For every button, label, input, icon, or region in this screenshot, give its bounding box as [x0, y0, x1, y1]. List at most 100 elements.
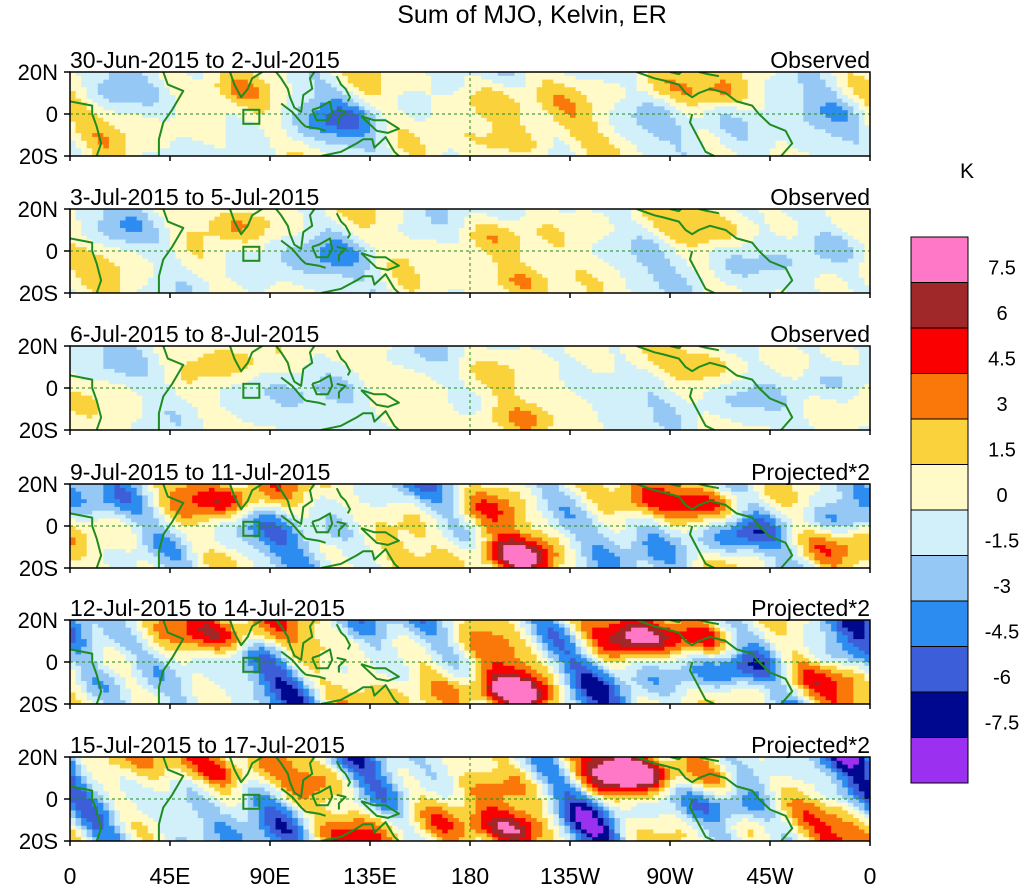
coastline [274, 757, 316, 798]
lat-tick-label: 0 [46, 376, 58, 401]
coastline [336, 793, 347, 810]
reference-box [242, 382, 261, 399]
lon-tick-label: 135E [343, 863, 397, 889]
coastline [196, 484, 265, 511]
coastline [320, 548, 400, 568]
coastlines [70, 484, 794, 568]
panel-field-viewport [70, 757, 870, 841]
colorbar-label: 6 [996, 303, 1007, 325]
lat-tick-label: 0 [46, 239, 58, 264]
coastline [636, 757, 794, 841]
coastline [280, 514, 307, 540]
colorbar-swatch [910, 464, 969, 511]
panel-status: Projected*2 [751, 459, 870, 485]
panel-status: Observed [770, 184, 870, 210]
reference-box [242, 108, 261, 125]
coastline [70, 648, 103, 704]
coastline [157, 620, 185, 704]
coastline [336, 245, 347, 262]
lat-tick-label: 0 [46, 787, 58, 812]
colorbar-label: -4.5 [985, 622, 1019, 644]
panel-field-viewport [70, 209, 870, 293]
coastline [157, 72, 185, 156]
coastline [689, 387, 715, 430]
coastline [280, 102, 307, 128]
coastline [360, 663, 400, 682]
coastline [335, 212, 351, 239]
panel-3: 20N 0 20S 6-Jul-2015 to 8-Jul-2015 Observed [18, 321, 871, 443]
colorbar-swatch [910, 418, 969, 465]
coastline [636, 484, 794, 568]
coastline [274, 346, 316, 387]
colorbar-label: 7.5 [988, 258, 1016, 280]
lon-tick-label: 45E [150, 863, 191, 889]
coastline [280, 376, 307, 402]
panel-field-viewport [70, 620, 870, 704]
coastline [280, 787, 307, 813]
colorbar-swatch [910, 555, 969, 602]
panel-6: 20N 0 20S 15-Jul-2015 to 17-Jul-2015 Project… [18, 732, 871, 854]
panel-2: 20N 0 20S 3-Jul-2015 to 5-Jul-2015 Observed [18, 184, 871, 306]
colorbar-swatch [910, 509, 969, 556]
colorbar-label: -1.5 [985, 531, 1019, 553]
coastline [274, 72, 316, 113]
coastline [335, 75, 351, 102]
reference-box [242, 656, 261, 673]
chart-title: Sum of MJO, Kelvin, ER [397, 1, 667, 29]
coastline [196, 346, 265, 373]
colorbar-label: 3 [996, 394, 1007, 416]
coastline [360, 115, 400, 134]
lon-tick-label: 0 [64, 863, 77, 889]
coastlines [70, 346, 794, 430]
coastline [157, 484, 185, 568]
coastline [70, 374, 103, 430]
coastline [274, 484, 316, 525]
panel-5: 20N 0 20S 12-Jul-2015 to 14-Jul-2015 Project… [18, 595, 871, 717]
reference-box [242, 245, 261, 262]
lat-tick-label: 20S [19, 829, 58, 854]
coastline [311, 374, 334, 396]
panel-date-range: 30-Jun-2015 to 2-Jul-2015 [70, 47, 340, 73]
coastline [305, 262, 326, 269]
colorbar-swatch [910, 327, 969, 374]
colorbar-swatch [910, 373, 969, 420]
coastline [311, 512, 334, 534]
coastline [280, 239, 307, 265]
colorbar-label: -7.5 [985, 713, 1019, 735]
lat-tick-label: 20S [19, 692, 58, 717]
coastline [320, 821, 400, 841]
coastline [689, 525, 715, 568]
coastline [689, 250, 715, 293]
panel-1: 20N 0 20S 30-Jun-2015 to 2-Jul-2015 Observed [18, 47, 871, 169]
anomaly-field [70, 620, 870, 704]
colorbar-swatch [910, 282, 969, 329]
colorbar-label: -3 [993, 576, 1011, 598]
coastline [280, 650, 307, 676]
coastline [70, 512, 103, 568]
colorbar: K 7.5 6 4.5 3 1.5 0 -1.5 -3 -4.5 -6 -7.5 [910, 160, 1019, 784]
coastline [274, 620, 316, 661]
lat-tick-label: 20N [18, 472, 58, 497]
coastlines [70, 757, 794, 841]
colorbar-label: -6 [993, 667, 1011, 689]
lat-tick-label: 20N [18, 60, 58, 85]
coastline [70, 100, 103, 156]
panel-date-range: 12-Jul-2015 to 14-Jul-2015 [70, 595, 345, 621]
lat-tick-label: 20S [19, 418, 58, 443]
panel-status: Observed [770, 47, 870, 73]
coastline [335, 487, 351, 514]
coastline [320, 273, 400, 293]
coastlines [70, 209, 794, 293]
coastline [636, 620, 794, 704]
coastline [157, 757, 185, 841]
lat-tick-label: 20S [19, 556, 58, 581]
lat-tick-label: 0 [46, 650, 58, 675]
coastline [196, 757, 265, 784]
lat-tick-label: 20N [18, 197, 58, 222]
coastline [335, 349, 351, 376]
lon-tick-label: 45W [746, 863, 794, 889]
colorbar-label: 0 [996, 485, 1007, 507]
colorbar-swatch [910, 236, 969, 283]
lat-tick-label: 20N [18, 745, 58, 770]
